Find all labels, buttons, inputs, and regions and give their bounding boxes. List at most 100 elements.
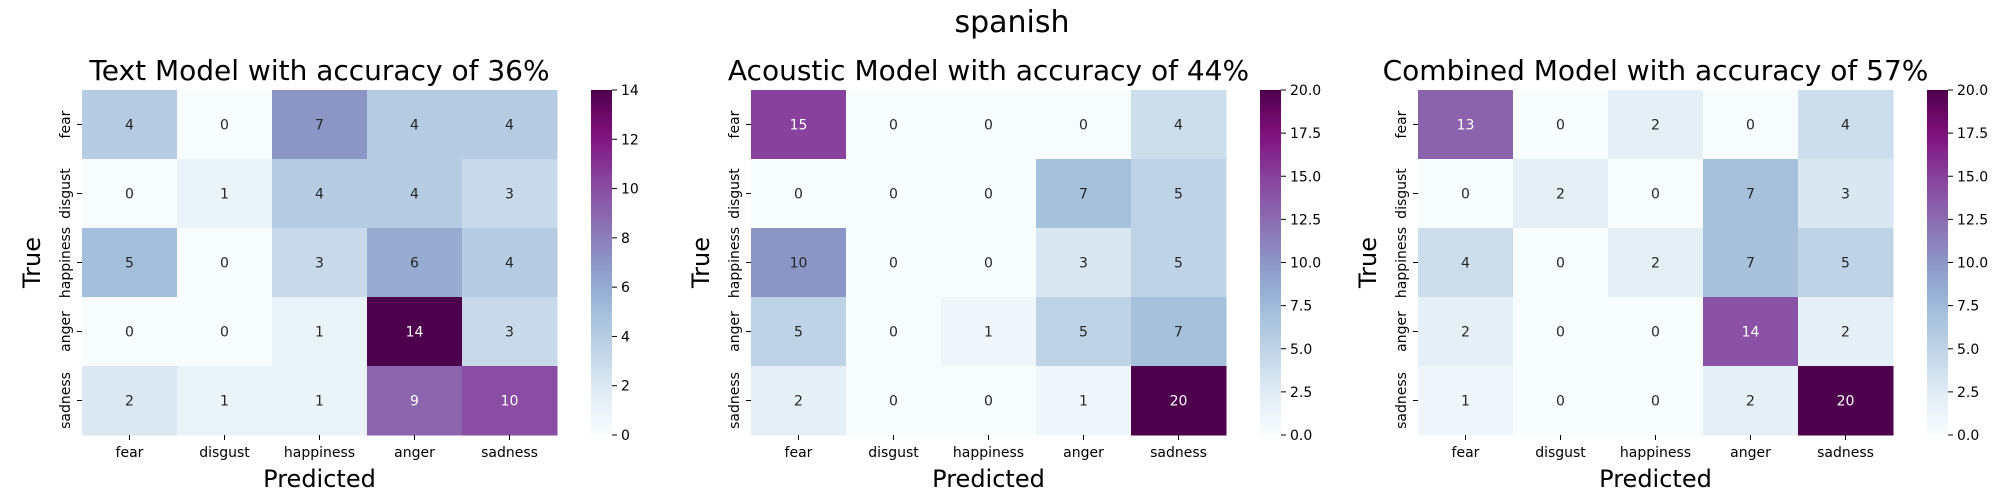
x-tick-label: anger bbox=[394, 445, 435, 461]
heatmap-cell bbox=[846, 297, 942, 367]
heatmap-cell bbox=[1798, 159, 1894, 229]
cell-value-label: 3 bbox=[505, 187, 514, 203]
heatmap-cell bbox=[1608, 159, 1704, 229]
x-tick-label: sadness bbox=[481, 445, 538, 461]
heatmap-cell bbox=[941, 366, 1037, 436]
cell-value-label: 0 bbox=[1651, 187, 1660, 203]
colorbar-tick-label: 10 bbox=[621, 182, 639, 198]
cell-value-label: 5 bbox=[1174, 256, 1183, 272]
cell-value-label: 1 bbox=[315, 394, 324, 410]
cell-value-label: 10 bbox=[790, 256, 808, 272]
colorbar-tick-label: 12 bbox=[621, 132, 639, 148]
cell-value-label: 3 bbox=[1841, 187, 1850, 203]
colorbar-tick-label: 2.5 bbox=[1290, 385, 1312, 401]
cell-value-label: 0 bbox=[1651, 325, 1660, 341]
x-tick-label: happiness bbox=[1620, 445, 1691, 461]
x-tick-label: disgust bbox=[1535, 445, 1586, 461]
colorbar-tick-label: 17.5 bbox=[1290, 126, 1321, 142]
cell-value-label: 0 bbox=[220, 118, 229, 134]
cell-value-label: 2 bbox=[125, 394, 134, 410]
colorbar-tick-label: 5.0 bbox=[1290, 342, 1312, 358]
y-tick-label: fear bbox=[58, 110, 74, 138]
y-tick-label: anger bbox=[58, 311, 74, 352]
cell-value-label: 1 bbox=[315, 325, 324, 341]
cell-value-label: 1 bbox=[220, 187, 229, 203]
heatmap-cell bbox=[1131, 366, 1227, 436]
x-tick-label: sadness bbox=[1817, 445, 1874, 461]
heatmap-cell bbox=[846, 228, 942, 298]
cell-value-label: 6 bbox=[410, 256, 419, 272]
heatmap-cell bbox=[751, 366, 847, 436]
cell-value-label: 20 bbox=[1170, 394, 1188, 410]
heatmap-cell bbox=[1131, 297, 1227, 367]
cell-value-label: 7 bbox=[315, 118, 324, 134]
heatmap-cell bbox=[941, 228, 1037, 298]
x-tick-label: fear bbox=[785, 445, 813, 461]
cell-value-label: 0 bbox=[1746, 118, 1755, 134]
cell-value-label: 3 bbox=[315, 256, 324, 272]
heatmap-cell bbox=[177, 297, 273, 367]
heatmap-cell bbox=[1798, 366, 1894, 436]
heatmap-cell bbox=[751, 228, 847, 298]
heatmap-cell bbox=[1608, 297, 1704, 367]
cell-value-label: 4 bbox=[410, 118, 419, 134]
heatmap-cell bbox=[177, 366, 273, 436]
figure-suptitle: spanish bbox=[954, 5, 1069, 40]
cell-value-label: 0 bbox=[1556, 325, 1565, 341]
cell-value-label: 0 bbox=[1651, 394, 1660, 410]
heatmap-cell bbox=[1703, 297, 1799, 367]
y-tick-label: sadness bbox=[1394, 372, 1410, 429]
heatmap-cell bbox=[1798, 228, 1894, 298]
heatmap-cell bbox=[846, 366, 942, 436]
cell-value-label: 0 bbox=[1556, 394, 1565, 410]
y-tick-label: happiness bbox=[58, 227, 74, 298]
colorbar-tick-label: 4 bbox=[621, 329, 630, 345]
panel-title: Text Model with accuracy of 36% bbox=[88, 54, 549, 87]
cell-value-label: 0 bbox=[220, 256, 229, 272]
cell-value-label: 0 bbox=[984, 394, 993, 410]
y-tick-label: sadness bbox=[58, 372, 74, 429]
colorbar-tick-label: 12.5 bbox=[1957, 212, 1988, 228]
heatmap-cell bbox=[1418, 297, 1514, 367]
cell-value-label: 4 bbox=[1461, 256, 1470, 272]
cell-value-label: 4 bbox=[315, 187, 324, 203]
heatmap-cell bbox=[462, 366, 558, 436]
cell-value-label: 3 bbox=[505, 325, 514, 341]
cell-value-label: 2 bbox=[1841, 325, 1850, 341]
cell-value-label: 0 bbox=[1556, 256, 1565, 272]
y-tick-label: sadness bbox=[727, 372, 743, 429]
y-tick-label: fear bbox=[727, 110, 743, 138]
colorbar-tick-label: 12.5 bbox=[1290, 212, 1321, 228]
heatmap-cell bbox=[1036, 159, 1132, 229]
heatmap-cell bbox=[177, 228, 273, 298]
cell-value-label: 7 bbox=[1746, 187, 1755, 203]
heatmap-cell bbox=[1131, 159, 1227, 229]
y-tick-label: disgust bbox=[727, 168, 743, 219]
heatmap-cell bbox=[1418, 159, 1514, 229]
cell-value-label: 0 bbox=[984, 118, 993, 134]
cell-value-label: 3 bbox=[1079, 256, 1088, 272]
heatmap-cell bbox=[272, 228, 368, 298]
heatmap-cell bbox=[462, 159, 558, 229]
heatmap-cell bbox=[367, 90, 463, 160]
y-tick-label: disgust bbox=[58, 168, 74, 219]
heatmap-cell bbox=[1513, 366, 1609, 436]
cell-value-label: 0 bbox=[1461, 187, 1470, 203]
colorbar-tick-label: 14 bbox=[621, 83, 639, 99]
cell-value-label: 2 bbox=[1461, 325, 1470, 341]
y-tick-label: anger bbox=[1394, 311, 1410, 352]
x-axis-label: Predicted bbox=[1599, 465, 1712, 493]
heatmap-cell bbox=[1513, 159, 1609, 229]
cell-value-label: 4 bbox=[1174, 118, 1183, 134]
cell-value-label: 2 bbox=[1556, 187, 1565, 203]
cell-value-label: 0 bbox=[889, 118, 898, 134]
y-axis-label: True bbox=[1354, 237, 1382, 289]
heatmap-panel-1: Text Model with accuracy of 36% 4 0 7 4 4 0 1 4 4… bbox=[18, 54, 639, 493]
colorbar-tick-label: 8 bbox=[621, 231, 630, 247]
cell-value-label: 4 bbox=[505, 118, 514, 134]
heatmap-cell bbox=[1036, 90, 1132, 160]
colorbar-tick-label: 17.5 bbox=[1957, 126, 1988, 142]
colorbar-tick-label: 0 bbox=[621, 428, 630, 444]
cell-value-label: 1 bbox=[220, 394, 229, 410]
